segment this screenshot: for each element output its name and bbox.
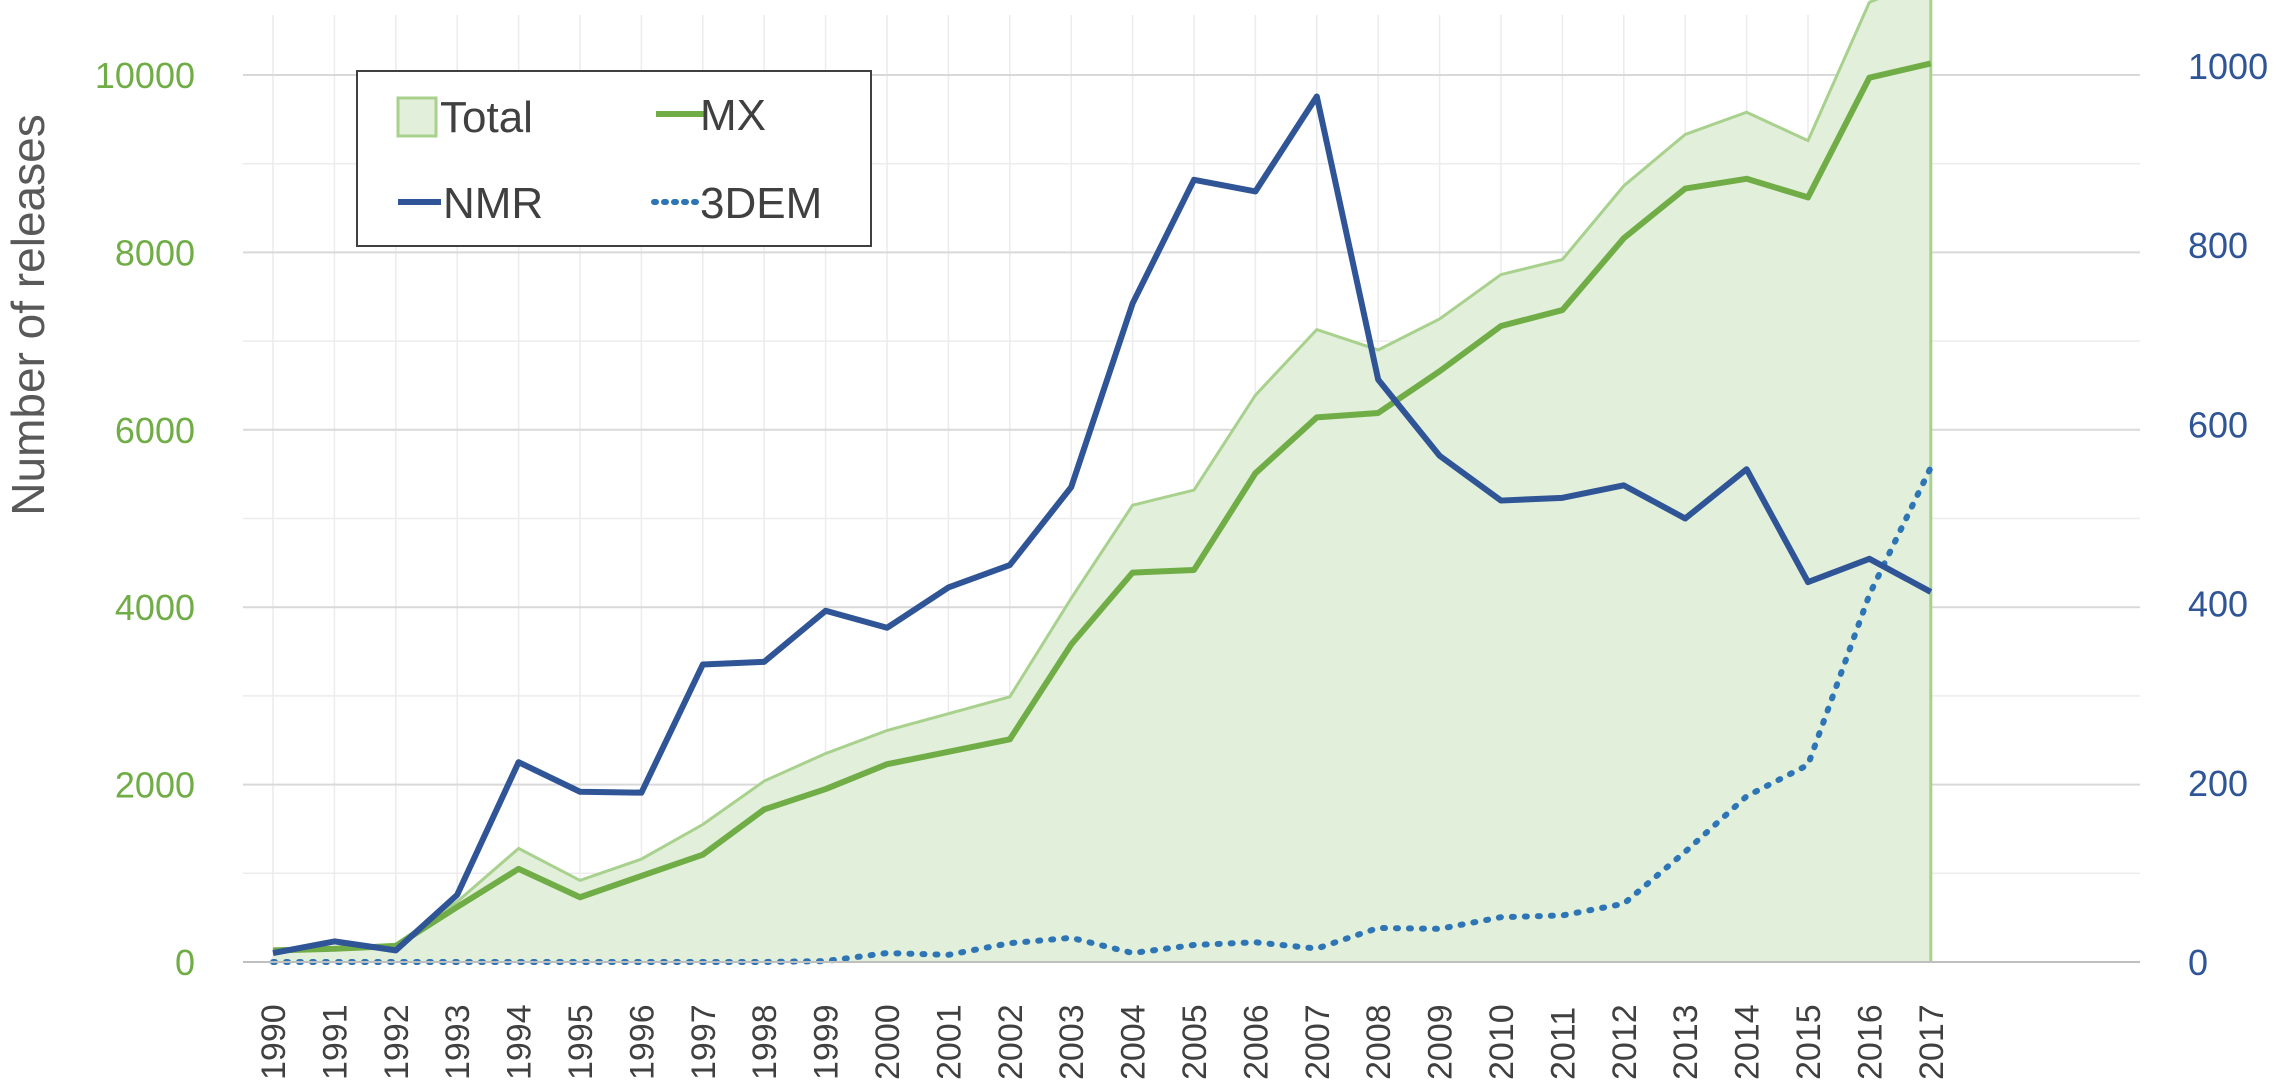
legend-box: [356, 70, 872, 247]
x-tick-label: 2016: [1851, 1004, 1889, 1080]
x-tick-label: 2000: [869, 1004, 907, 1080]
x-tick-label: 1990: [255, 1004, 293, 1080]
y-tick-label: 0: [175, 942, 195, 983]
x-tick-label: 2014: [1729, 1004, 1767, 1080]
legend-total-swatch: [396, 96, 438, 138]
x-tick-label: 1996: [623, 1004, 661, 1080]
y-tick-label: 10000: [95, 55, 195, 96]
x-tick-label: 2008: [1360, 1004, 1398, 1080]
legend-3dem-label: 3DEM: [700, 179, 822, 228]
x-tick-label: 1998: [746, 1004, 784, 1080]
series-total-area: [273, 0, 1931, 962]
x-tick-label: 2004: [1115, 1004, 1153, 1080]
x-tick-label: 2006: [1237, 1004, 1275, 1080]
y2-tick-label: 800: [2188, 225, 2248, 266]
x-tick-label: 1992: [378, 1004, 416, 1080]
legend-total-label: Total: [440, 93, 533, 142]
x-tick-label: 2017: [1913, 1004, 1951, 1080]
y-axis-title: Number of releases: [2, 114, 54, 515]
x-tick-label: 2013: [1667, 1004, 1705, 1080]
x-tick-label: 1994: [501, 1004, 539, 1080]
series-mx-line: [272, 60, 1932, 954]
x-tick-label: 1999: [808, 1004, 846, 1080]
axes: 0 2000 4000 6000 8000 10000 0 200 400 600 800 1000 1…: [95, 46, 2268, 1080]
y2-tick-label: 0: [2188, 942, 2208, 983]
legend: Total MX NMR 3DEM: [356, 70, 872, 247]
y-tick-label: 2000: [115, 765, 195, 806]
x-tick-label: 2005: [1176, 1004, 1214, 1080]
legend-nmr-label: NMR: [443, 179, 543, 228]
x-tick-label: 2001: [930, 1004, 968, 1080]
x-tick-label: 2015: [1790, 1004, 1828, 1080]
area-layer: [272, 0, 1933, 962]
y-tick-label: 6000: [115, 410, 195, 451]
y-tick-label: 8000: [115, 232, 195, 273]
x-tick-label: 2007: [1299, 1004, 1337, 1080]
series-total-outline: [272, 0, 1933, 962]
x-tick-label: 2010: [1483, 1004, 1521, 1080]
series-nmr-line: [272, 93, 1933, 956]
y2-tick-label: 600: [2188, 404, 2248, 445]
x-tick-label: 2011: [1544, 1007, 1582, 1080]
y2-tick-label: 1000: [2188, 46, 2268, 87]
x-tick-label: 2002: [992, 1004, 1030, 1080]
x-tick-label: 1997: [685, 1004, 723, 1080]
y2-tick-label: 400: [2188, 584, 2248, 625]
x-tick-label: 1991: [316, 1004, 354, 1080]
y-tick-label: 4000: [115, 587, 195, 628]
x-tick-label: 1995: [562, 1004, 600, 1080]
y2-tick-label: 200: [2188, 763, 2248, 804]
x-tick-label: 2009: [1422, 1004, 1460, 1080]
x-tick-label: 1993: [439, 1004, 477, 1080]
x-tick-label: 2003: [1053, 1004, 1091, 1080]
x-tick-label: 2012: [1606, 1004, 1644, 1080]
legend-mx-label: MX: [700, 91, 766, 140]
